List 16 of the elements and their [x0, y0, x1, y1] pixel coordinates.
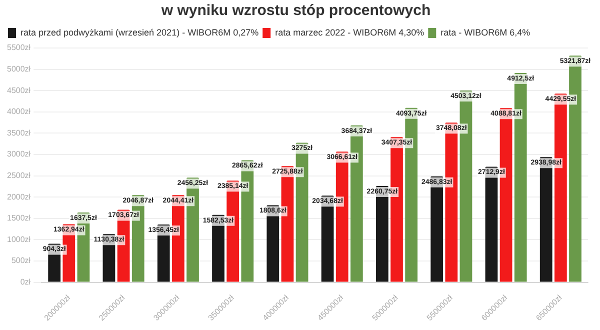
y-tick-label: 3000zł [6, 150, 31, 159]
y-tick-label: 500zł [11, 256, 31, 266]
y-tick-label: 2000zł [6, 192, 31, 202]
legend-label: rata - WIBOR6M 6,4% [440, 27, 530, 38]
legend-label: rata marzec 2022 - WIBOR6M 4,30% [275, 27, 424, 38]
legend-label: rata przed podwyżkami (wrzesień 2021) - WIBOR6M 0,27% [20, 27, 259, 38]
chart-title: w wyniku wzrostu stóp procentowych [160, 2, 431, 20]
y-tick-label: 1000zł [6, 234, 31, 244]
y-tick-label: 2500zł [6, 170, 31, 180]
y-tick-label: 3500zł [6, 128, 31, 138]
y-tick-label: 0zł [20, 277, 31, 286]
y-tick-label: 1500zł [6, 214, 31, 223]
y-tick-label: 4500zł [6, 86, 31, 95]
y-tick-label: 5500zł [6, 43, 31, 52]
y-tick-label: 4000zł [6, 107, 31, 116]
y-tick-label: 5000zł [6, 64, 31, 74]
